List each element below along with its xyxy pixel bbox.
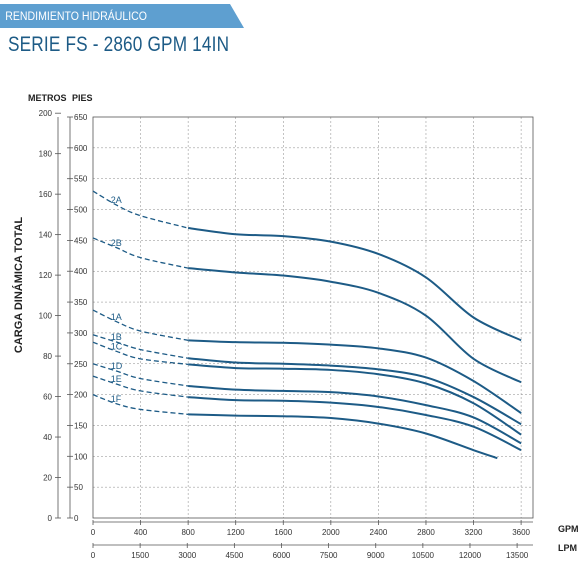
lpm-tick-label: 7500 bbox=[320, 551, 338, 560]
gpm-tick-label: 400 bbox=[134, 528, 148, 537]
curve-1a-solid bbox=[188, 339, 522, 414]
meters-tick-label: 160 bbox=[39, 190, 53, 199]
feet-tick-label: 300 bbox=[74, 329, 88, 338]
gpm-tick-label: 0 bbox=[91, 528, 96, 537]
lpm-tick-label: 3000 bbox=[178, 551, 196, 560]
lpm-tick-label: 9000 bbox=[367, 551, 385, 560]
gpm-tick-label: 2800 bbox=[417, 528, 435, 537]
curve-label-2b: 2B bbox=[111, 238, 122, 248]
gpm-tick-label: 2000 bbox=[322, 528, 340, 537]
lpm-tick-label: 12000 bbox=[459, 551, 482, 560]
meters-tick-label: 60 bbox=[43, 393, 52, 402]
feet-tick-label: 400 bbox=[74, 267, 88, 276]
meters-tick-label: 120 bbox=[39, 271, 53, 280]
gpm-unit-label: GPM bbox=[558, 524, 579, 534]
header-banner-shape bbox=[0, 4, 244, 28]
curve-1c-dashed bbox=[92, 341, 189, 366]
feet-tick-label: 600 bbox=[74, 144, 88, 153]
curve-2a-dashed bbox=[92, 190, 189, 229]
feet-tick-label: 50 bbox=[74, 483, 83, 492]
chart-series bbox=[92, 190, 522, 460]
meters-tick-label: 180 bbox=[39, 150, 53, 159]
curve-label-1a: 1A bbox=[111, 312, 122, 322]
feet-tick-label: 200 bbox=[74, 391, 88, 400]
curve-label-1d: 1D bbox=[111, 361, 123, 371]
meters-tick-label: 40 bbox=[43, 433, 52, 442]
meters-unit-label: METROS bbox=[28, 93, 67, 103]
page-title: SERIE FS - 2860 GPM 14IN bbox=[8, 33, 230, 56]
curve-1b-dashed bbox=[92, 334, 189, 359]
curve-2a-solid bbox=[188, 227, 522, 342]
y-axis-title: CARGA DINÁMICA TOTAL bbox=[12, 217, 25, 354]
meters-tick-label: 100 bbox=[39, 312, 53, 321]
chart-axes bbox=[57, 116, 534, 546]
curve-2b-dashed bbox=[92, 237, 189, 269]
gpm-tick-label: 1200 bbox=[227, 528, 245, 537]
curve-1d-solid bbox=[188, 384, 522, 445]
curve-label-1e: 1E bbox=[111, 374, 122, 384]
feet-tick-label: 450 bbox=[74, 236, 88, 245]
gpm-tick-label: 3200 bbox=[465, 528, 483, 537]
lpm-tick-label: 13500 bbox=[506, 551, 529, 560]
lpm-tick-label: 4500 bbox=[225, 551, 243, 560]
header-banner-text: RENDIMIENTO HIDRÁULICO bbox=[5, 9, 147, 23]
gpm-tick-label: 2400 bbox=[370, 528, 388, 537]
meters-tick-label: 80 bbox=[43, 352, 52, 361]
feet-tick-label: 500 bbox=[74, 206, 88, 215]
curve-1b-solid bbox=[188, 357, 522, 426]
feet-tick-label: 0 bbox=[74, 514, 79, 523]
feet-tick-label: 250 bbox=[74, 360, 88, 369]
feet-tick-label: 350 bbox=[74, 298, 88, 307]
curve-1a-dashed bbox=[92, 309, 189, 341]
curve-1f-dashed bbox=[92, 394, 189, 416]
curve-label-1f: 1F bbox=[111, 394, 122, 404]
feet-tick-label: 550 bbox=[74, 175, 88, 184]
curve-label-1b: 1B bbox=[111, 332, 122, 342]
meters-tick-label: 20 bbox=[43, 474, 52, 483]
curve-1e-dashed bbox=[92, 375, 189, 398]
chart-grid bbox=[93, 117, 533, 518]
curve-label-2a: 2A bbox=[111, 195, 122, 205]
feet-tick-label: 150 bbox=[74, 421, 88, 430]
curve-1c-solid bbox=[188, 363, 522, 436]
feet-tick-label: 650 bbox=[74, 113, 88, 122]
meters-tick-label: 200 bbox=[39, 109, 53, 118]
curve-2b-solid bbox=[188, 267, 522, 384]
curve-1d-dashed bbox=[92, 363, 189, 387]
header-banner: RENDIMIENTO HIDRÁULICO bbox=[0, 4, 244, 28]
feet-unit-label: PIES bbox=[72, 93, 93, 103]
curve-label-1c: 1C bbox=[111, 341, 123, 351]
lpm-tick-label: 0 bbox=[91, 551, 96, 560]
curve-1f-solid bbox=[188, 413, 498, 460]
lpm-unit-label: LPM bbox=[558, 543, 577, 553]
feet-tick-label: 100 bbox=[74, 452, 88, 461]
meters-tick-label: 140 bbox=[39, 231, 53, 240]
lpm-tick-label: 10500 bbox=[412, 551, 435, 560]
lpm-tick-label: 1500 bbox=[131, 551, 149, 560]
gpm-tick-label: 800 bbox=[181, 528, 195, 537]
gpm-tick-label: 3600 bbox=[512, 528, 530, 537]
lpm-tick-label: 6000 bbox=[273, 551, 291, 560]
meters-tick-label: 0 bbox=[48, 514, 53, 523]
curve-1e-solid bbox=[188, 396, 522, 452]
gpm-tick-label: 1600 bbox=[274, 528, 292, 537]
plot-frame bbox=[92, 116, 534, 519]
